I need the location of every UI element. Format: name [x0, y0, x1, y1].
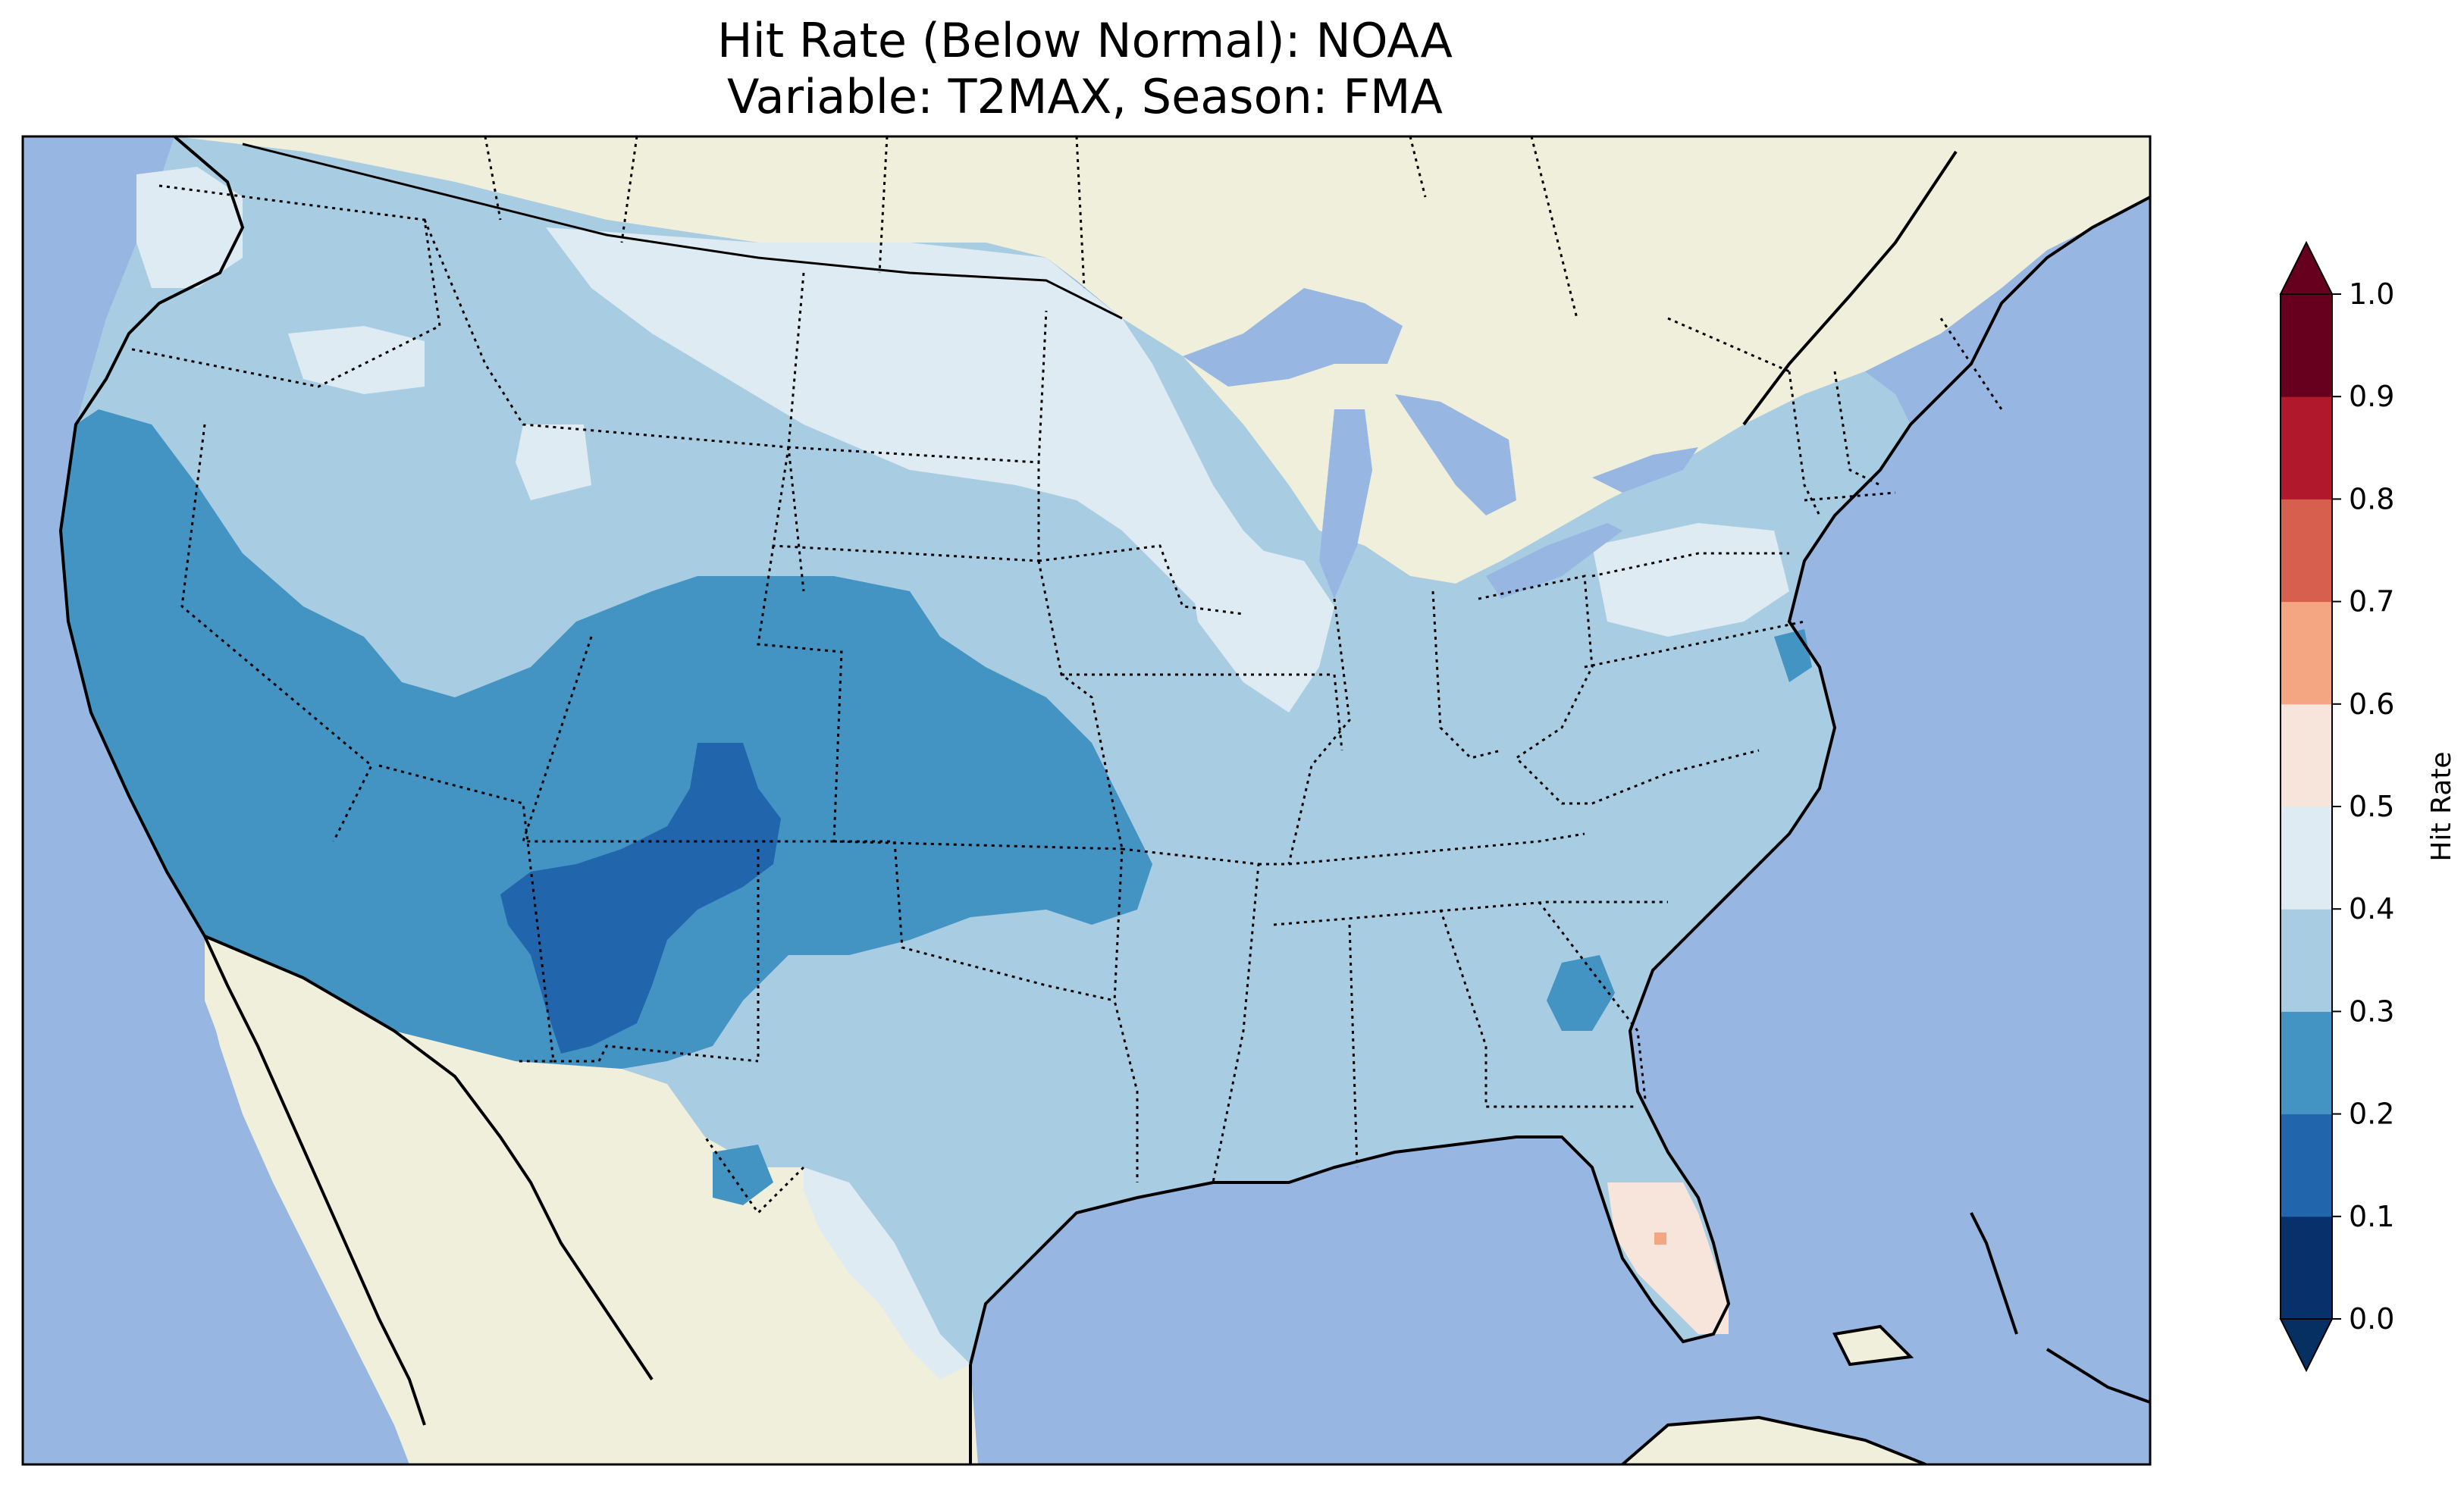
baja-land — [205, 936, 425, 1425]
colorbar-tick-label: 0.0 — [2349, 1302, 2394, 1336]
ohio-light-region — [1592, 523, 1789, 637]
georgia-patch-region — [1547, 955, 1615, 1031]
cuba-land — [1835, 1326, 1911, 1364]
big-bend-patch-region — [713, 1145, 773, 1205]
colorbar-tick-label: 0.9 — [2349, 380, 2394, 413]
idaho-light-region — [288, 326, 425, 394]
colorbar-tick-label: 0.3 — [2349, 994, 2394, 1028]
colorbar-tick-label: 0.5 — [2349, 790, 2394, 823]
map-title-line-2: Variable: T2MAX, Season: FMA — [727, 69, 1443, 124]
colorbar-bin-0.7-0.8 — [2281, 499, 2332, 603]
colorbar-tick-label: 0.4 — [2349, 892, 2394, 926]
yucatan-land — [1622, 1417, 1926, 1464]
lake-huron — [1395, 394, 1516, 515]
country-borders — [484, 136, 1790, 1215]
california-region — [61, 409, 1152, 1069]
pnw-light-region — [136, 167, 243, 288]
colorbar-bin-0.3-0.4 — [2281, 909, 2332, 1012]
colorbar-tick-label: 0.7 — [2349, 585, 2394, 619]
lake-superior — [1183, 288, 1403, 387]
map-frame — [21, 135, 2152, 1466]
colorbar-bin-0.8-0.9 — [2281, 396, 2332, 500]
colorbar-tick-label: 0.1 — [2349, 1200, 2394, 1233]
lake-ontario — [1592, 447, 1698, 493]
colorbar-bin-0.0-0.1 — [2281, 1216, 2332, 1320]
colorbar-bin-0.2-0.3 — [2281, 1011, 2332, 1115]
lake-erie — [1486, 523, 1622, 599]
lake-michigan — [1319, 409, 1372, 599]
colorbar-tick-label: 0.2 — [2349, 1098, 2394, 1131]
great-lakes-light-region — [1183, 531, 1334, 713]
colorbar-ticks: 0.0 0.1 0.2 0.3 0.4 0.5 0.6 0.7 0.8 0.9 1.0 — [2332, 277, 2394, 1336]
colorbar-over-triangle — [2279, 240, 2334, 295]
colorbar-bin-0.1-0.2 — [2281, 1113, 2332, 1217]
northern-plains-region — [546, 227, 1319, 667]
colorbar-bins — [2281, 294, 2332, 1320]
coastlines — [58, 136, 2150, 1464]
wyoming-light-region — [516, 424, 591, 500]
colorbar-under-triangle — [2279, 1318, 2334, 1373]
map-title-line-1: Hit Rate (Below Normal): NOAA — [717, 13, 1453, 68]
four-corners-region — [500, 743, 781, 1054]
colorbar-tick-label: 1.0 — [2349, 277, 2394, 311]
colorbar-label: Hit Rate — [2426, 751, 2457, 861]
colorbar-bin-0.5-0.6 — [2281, 703, 2332, 807]
colorbar-tick-label: 0.8 — [2349, 482, 2394, 515]
colorbar-tick-label: 0.6 — [2349, 687, 2394, 721]
us-canada-border — [242, 143, 1123, 320]
colorbar-bin-0.9-1.0 — [2281, 294, 2332, 397]
south-texas-light-region — [804, 1167, 970, 1380]
colorbar-bin-0.4-0.5 — [2281, 807, 2332, 910]
florida-region — [1607, 1182, 1729, 1334]
state-borders — [128, 184, 2003, 1183]
mexico-land — [205, 936, 978, 1464]
colorbar-bin-0.6-0.7 — [2281, 601, 2332, 705]
florida-high-cell — [1654, 1232, 1666, 1245]
